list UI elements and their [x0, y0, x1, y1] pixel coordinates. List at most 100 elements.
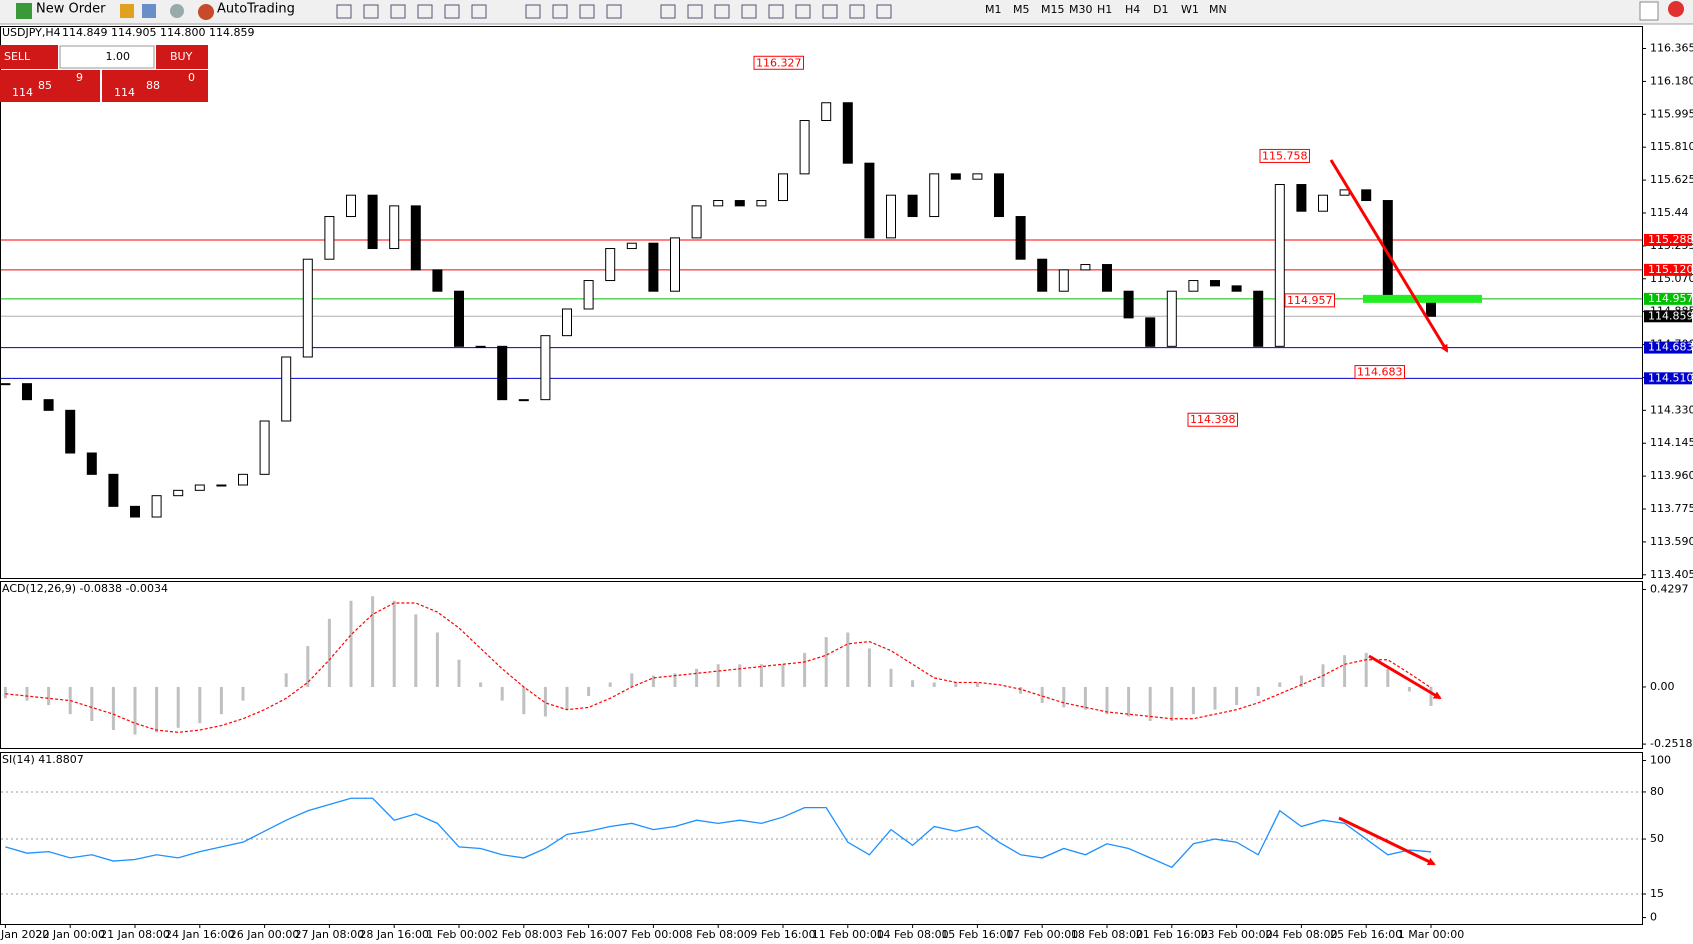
ask-big: 114: [114, 86, 135, 99]
tool-icon[interactable]: [579, 4, 595, 19]
tool-icon[interactable]: [606, 4, 622, 19]
lot-input[interactable]: [59, 45, 155, 69]
candle: [194, 484, 205, 491]
tool-icon[interactable]: [142, 4, 156, 18]
x-tick-label: 14 Feb 08:00: [877, 928, 949, 941]
trend-arrow: [1329, 159, 1449, 353]
timeframe-button[interactable]: M15: [1041, 3, 1065, 16]
x-tick-label: 17 Feb 00:00: [1006, 928, 1078, 941]
y-tick-label: 0.4297: [1650, 582, 1689, 595]
candle: [994, 173, 1004, 218]
candle: [259, 420, 270, 475]
x-tick-label: 9 Feb 16:00: [750, 928, 815, 941]
y-tick-label: -0.2518: [1650, 737, 1692, 750]
candle: [864, 162, 875, 239]
bid-price[interactable]: [0, 70, 100, 102]
x-tick-label: 26 Jan 00:00: [230, 928, 300, 941]
candle: [626, 242, 637, 250]
y-tick-label: 115.810: [1650, 140, 1693, 153]
candle: [1123, 290, 1134, 319]
ask-price[interactable]: [102, 70, 208, 102]
candle: [0, 383, 11, 386]
candle: [65, 409, 76, 454]
y-tick-label: 113.405: [1650, 568, 1693, 581]
auto-trading-button[interactable]: AutoTrading: [217, 2, 295, 17]
x-tick-label: 20 Jan 00:00: [35, 928, 105, 941]
y-tick-label: 115.44: [1650, 206, 1689, 219]
tool-icon[interactable]: [795, 4, 811, 19]
candle: [518, 399, 529, 402]
tool-icon[interactable]: [170, 4, 184, 18]
candle: [454, 290, 464, 347]
tool-icon[interactable]: [741, 4, 757, 19]
trend-arrow: [1368, 654, 1442, 700]
search-button[interactable]: [1639, 1, 1659, 21]
candle: [497, 345, 508, 401]
tool-icon[interactable]: [471, 4, 487, 19]
tool-icon[interactable]: [768, 4, 784, 19]
rsi-line: [5, 797, 1432, 869]
buy-label[interactable]: BUY: [170, 50, 193, 63]
x-tick-label: 25 Feb 16:00: [1330, 928, 1402, 941]
candle: [562, 308, 572, 337]
candle: [950, 173, 961, 180]
tool-icon[interactable]: [822, 4, 838, 19]
timeframe-button[interactable]: W1: [1181, 3, 1199, 16]
macd-title: ACD(12,26,9) -0.0838 -0.0034: [2, 582, 168, 595]
x-tick-label: 1 Mar 00:00: [1398, 928, 1464, 941]
tool-icon[interactable]: [417, 4, 433, 19]
price-annotation: 114.683: [1357, 366, 1403, 379]
tool-icon[interactable]: [120, 4, 134, 18]
tool-icon[interactable]: [849, 4, 865, 19]
tool-icon[interactable]: [336, 4, 352, 19]
timeframe-button[interactable]: MN: [1209, 3, 1227, 16]
notification-badge[interactable]: [1668, 1, 1684, 17]
candle: [778, 173, 788, 202]
tool-icon[interactable]: [714, 4, 730, 19]
timeframe-button[interactable]: M5: [1013, 3, 1030, 16]
y-tick-label: 0: [1650, 911, 1657, 924]
auto-trading-icon[interactable]: [198, 4, 214, 20]
tool-icon[interactable]: [660, 4, 676, 19]
timeframe-button[interactable]: H4: [1125, 3, 1140, 16]
tool-icon[interactable]: [552, 4, 568, 19]
tool-icon[interactable]: [390, 4, 406, 19]
candle: [929, 173, 940, 218]
candle: [648, 242, 659, 292]
toolbar-tools: M1 M5 M15 M30 H1 H4 D1 W1 MN: [336, 3, 1227, 19]
candle: [799, 120, 810, 175]
timeframe-button[interactable]: D1: [1153, 3, 1168, 16]
price-annotation: 116.327: [756, 56, 802, 69]
tool-icon[interactable]: [687, 4, 703, 19]
tool-icon[interactable]: [363, 4, 379, 19]
ask-main: 88: [146, 79, 160, 92]
candle: [151, 495, 162, 518]
new-order-icon[interactable]: [16, 3, 32, 19]
y-tick-label: 114.145: [1650, 436, 1693, 449]
timeframe-button[interactable]: M30: [1069, 3, 1093, 16]
toolbar: [0, 0, 1693, 24]
new-order-button[interactable]: New Order: [36, 2, 106, 17]
tool-icon[interactable]: [525, 4, 541, 19]
lot-value[interactable]: 1.00: [106, 50, 131, 63]
candle: [324, 216, 335, 260]
y-tick-label: 15: [1650, 887, 1664, 900]
x-tick-label: 8 Feb 08:00: [686, 928, 751, 941]
timeframe-button[interactable]: M1: [985, 3, 1002, 16]
tool-icon[interactable]: [444, 4, 460, 19]
ask-small: 0: [188, 71, 195, 84]
timeframe-button[interactable]: H1: [1097, 3, 1112, 16]
buy-button[interactable]: [156, 45, 208, 69]
level-label-box: [1644, 372, 1692, 385]
y-tick-label: 113.960: [1650, 469, 1693, 482]
y-tick-label: 113.775: [1650, 502, 1693, 515]
sell-label[interactable]: SELL: [4, 50, 31, 63]
trade-panel: SELL 1.00 BUY 114 85 9 114 88 0: [0, 45, 208, 102]
tool-icon[interactable]: [876, 4, 892, 19]
sell-button[interactable]: [0, 45, 58, 69]
x-tick-label: 24 Feb 08:00: [1265, 928, 1337, 941]
candle: [216, 484, 227, 487]
candle: [302, 258, 313, 358]
x-tick-label: 24 Jan 16:00: [165, 928, 235, 941]
